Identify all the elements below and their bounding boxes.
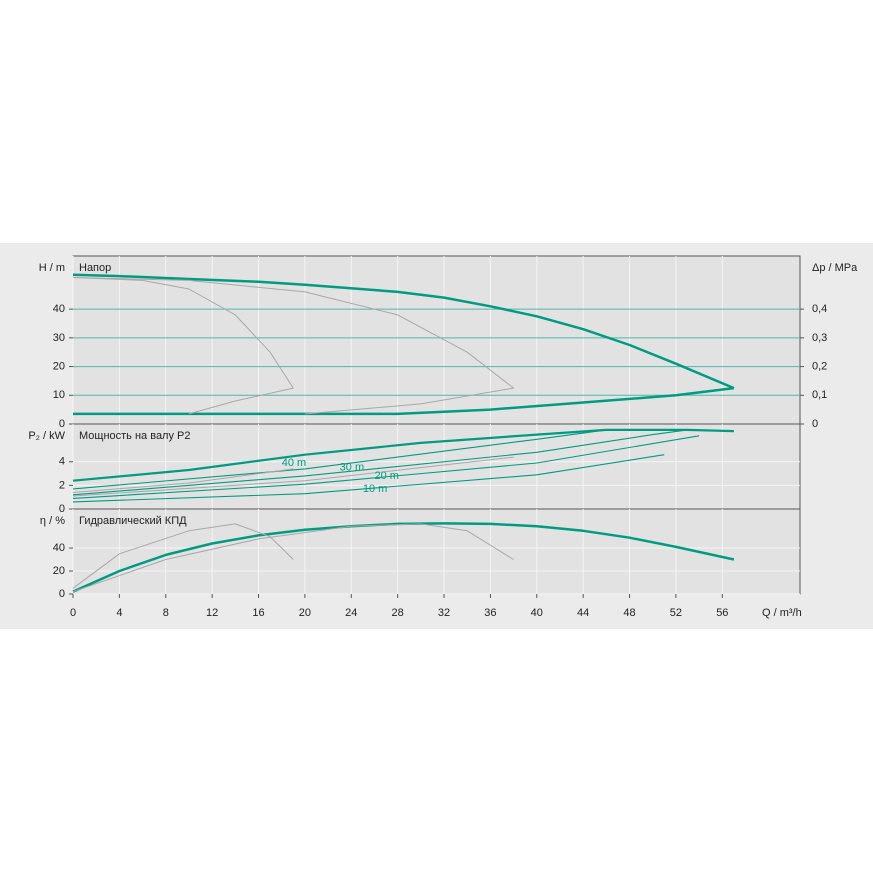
x-tick-label: 8: [163, 607, 169, 619]
x-tick-label: 32: [438, 607, 450, 619]
panel-title: Мощность на валу P2: [79, 430, 191, 442]
x-tick-label: 44: [577, 607, 589, 619]
curve: [72, 277, 515, 415]
curve: [72, 435, 700, 499]
y2-tick-label: 0,4: [812, 303, 827, 315]
x-tick-label: 48: [623, 607, 635, 619]
y-axis-label: H / m: [39, 262, 65, 274]
y-tick-label: 20: [53, 360, 65, 372]
y2-tick-label: 0,3: [812, 332, 827, 344]
curve: [72, 429, 607, 490]
x-tick-label: 36: [484, 607, 496, 619]
y-tick-label: 0: [59, 418, 65, 430]
x-tick-label: 20: [299, 607, 311, 619]
y-tick-label: 2: [59, 479, 65, 491]
y2-axis-label: Δp / MPa: [812, 262, 858, 274]
y-tick-label: 0: [59, 503, 65, 515]
curve: [72, 273, 735, 390]
x-tick-label: 56: [716, 607, 728, 619]
x-axis-label: Q / m³/h: [762, 607, 802, 619]
curve: [73, 386, 735, 416]
curve: [72, 428, 734, 482]
y-tick-label: 40: [53, 542, 65, 554]
x-tick-label: 12: [206, 607, 218, 619]
y-tick-label: 4: [59, 456, 65, 468]
y-axis-label: η / %: [40, 515, 65, 527]
x-tick-label: 16: [252, 607, 264, 619]
x-tick-label: 24: [345, 607, 357, 619]
curve: [72, 429, 688, 496]
y2-tick-label: 0,1: [812, 389, 827, 401]
x-tick-label: 52: [670, 607, 682, 619]
y-tick-label: 20: [53, 565, 65, 577]
annotation: 40 m: [282, 457, 306, 469]
curve: [72, 523, 514, 593]
x-tick-label: 4: [116, 607, 122, 619]
plot-area: [72, 255, 801, 425]
curve: [72, 523, 294, 589]
x-tick-label: 40: [531, 607, 543, 619]
y-tick-label: 30: [53, 332, 65, 344]
curve: [72, 468, 294, 493]
curve: [72, 277, 294, 415]
y-tick-label: 10: [53, 389, 65, 401]
x-tick-label: 28: [392, 607, 404, 619]
curve: [72, 522, 735, 593]
annotation: 20 m: [374, 470, 398, 482]
panel-title: Гидравлический КПД: [79, 515, 187, 527]
plot-area: [72, 423, 801, 510]
y-axis-label: P₂ / kW: [28, 430, 65, 442]
y2-tick-label: 0,2: [812, 360, 827, 372]
y2-tick-label: 0: [812, 418, 818, 430]
curve: [72, 454, 665, 503]
annotation: 10 m: [363, 483, 387, 495]
y-tick-label: 0: [59, 588, 65, 600]
curve: [72, 456, 514, 497]
annotation: 30 m: [340, 462, 364, 474]
x-tick-label: 0: [70, 607, 76, 619]
y-tick-label: 40: [53, 303, 65, 315]
panel-title: Напор: [79, 262, 111, 274]
